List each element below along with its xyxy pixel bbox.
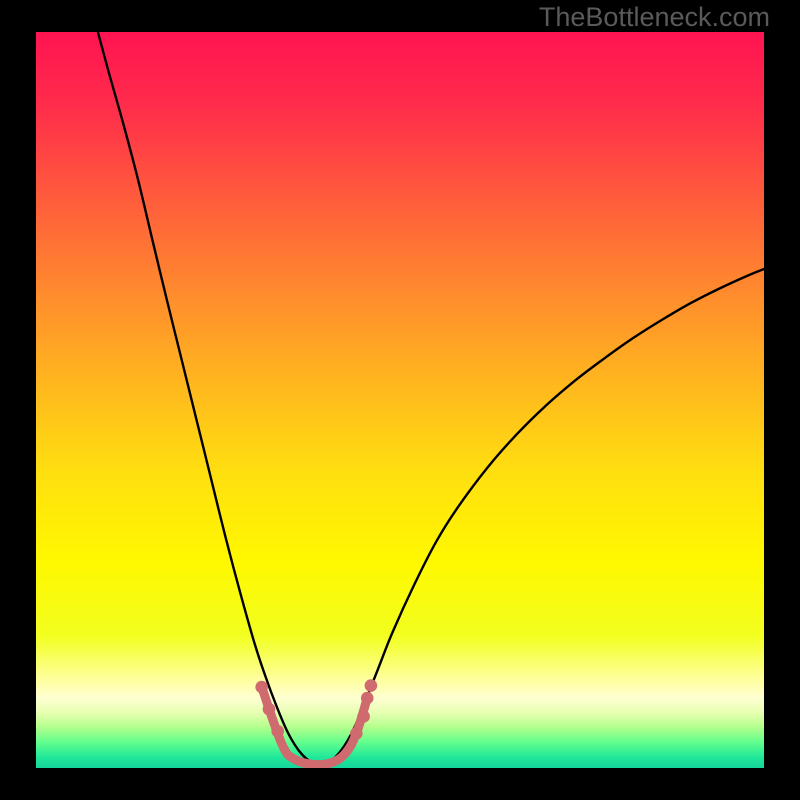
- marker-dot: [365, 679, 378, 692]
- marker-dot: [350, 727, 363, 740]
- curve-overlay: [36, 32, 764, 768]
- marker-dot: [271, 725, 284, 738]
- bottleneck-curve: [98, 32, 764, 764]
- marker-dot: [255, 681, 268, 694]
- marker-dot: [361, 692, 374, 705]
- watermark-text: TheBottleneck.com: [539, 2, 770, 33]
- marker-dot: [357, 710, 370, 723]
- marker-dot: [263, 703, 276, 716]
- chart-stage: TheBottleneck.com: [0, 0, 800, 800]
